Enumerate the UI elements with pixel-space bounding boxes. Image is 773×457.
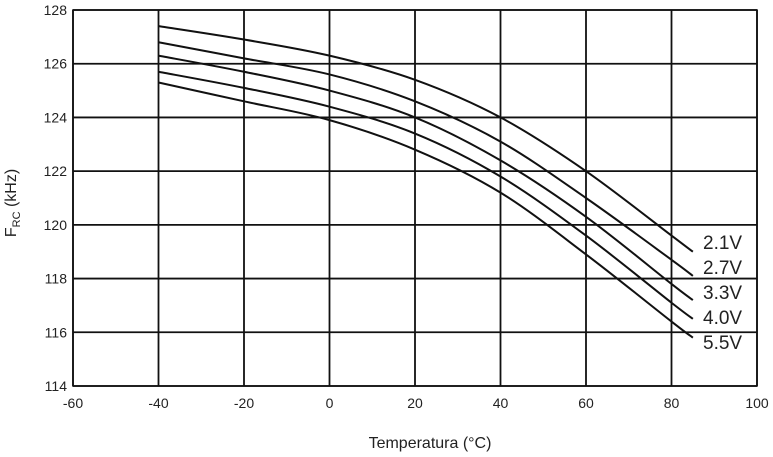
x-tick-label: 60 xyxy=(578,395,594,411)
x-axis-label: Temperatura (°C) xyxy=(369,435,492,452)
y-tick-label: 120 xyxy=(44,217,68,233)
series-line-5-5v xyxy=(158,81,694,339)
y-tick-label: 126 xyxy=(44,56,68,72)
y-tick-label: 114 xyxy=(45,378,68,394)
series-lines xyxy=(158,25,694,339)
series-label: 2.7V xyxy=(703,258,742,279)
y-tick-label: 118 xyxy=(45,271,68,287)
series-labels: 2.1V 2.7V 3.3V 4.0V 5.5V xyxy=(703,233,742,354)
x-tick-label: -20 xyxy=(234,395,254,411)
series-label: 3.3V xyxy=(703,283,742,304)
series-label: 2.1V xyxy=(703,233,742,254)
y-tick-label: 116 xyxy=(45,324,68,340)
x-tick-label: 20 xyxy=(407,395,423,411)
y-axis-label: FRC (kHz) xyxy=(3,169,23,237)
y-axis-label-unit: (kHz) xyxy=(3,169,20,212)
series-line-4-0v xyxy=(158,70,694,320)
series-line-2-7v xyxy=(158,41,694,277)
x-tick-label: -60 xyxy=(63,395,83,411)
x-tick-label: 80 xyxy=(664,395,680,411)
grid xyxy=(72,9,758,387)
y-tick-label: 122 xyxy=(44,163,68,179)
y-tick-label: 124 xyxy=(44,109,68,125)
series-label: 4.0V xyxy=(703,308,742,329)
y-axis-label-main: F xyxy=(3,227,20,237)
plot-frame xyxy=(72,9,758,387)
series-label: 5.5V xyxy=(703,333,742,354)
series-line-2-1v xyxy=(158,25,694,253)
series-line-3-3v xyxy=(158,54,694,301)
x-tick-label: 100 xyxy=(745,395,769,411)
y-tick-labels: 114 116 118 120 122 124 126 128 xyxy=(44,2,68,394)
x-tick-label: 0 xyxy=(326,395,334,411)
x-tick-label: -40 xyxy=(148,395,168,411)
y-axis-label-subscript: RC xyxy=(11,211,23,227)
x-tick-label: 40 xyxy=(493,395,509,411)
x-tick-labels: -60 -40 -20 0 20 40 60 80 100 xyxy=(63,395,769,411)
y-tick-label: 128 xyxy=(44,2,68,18)
